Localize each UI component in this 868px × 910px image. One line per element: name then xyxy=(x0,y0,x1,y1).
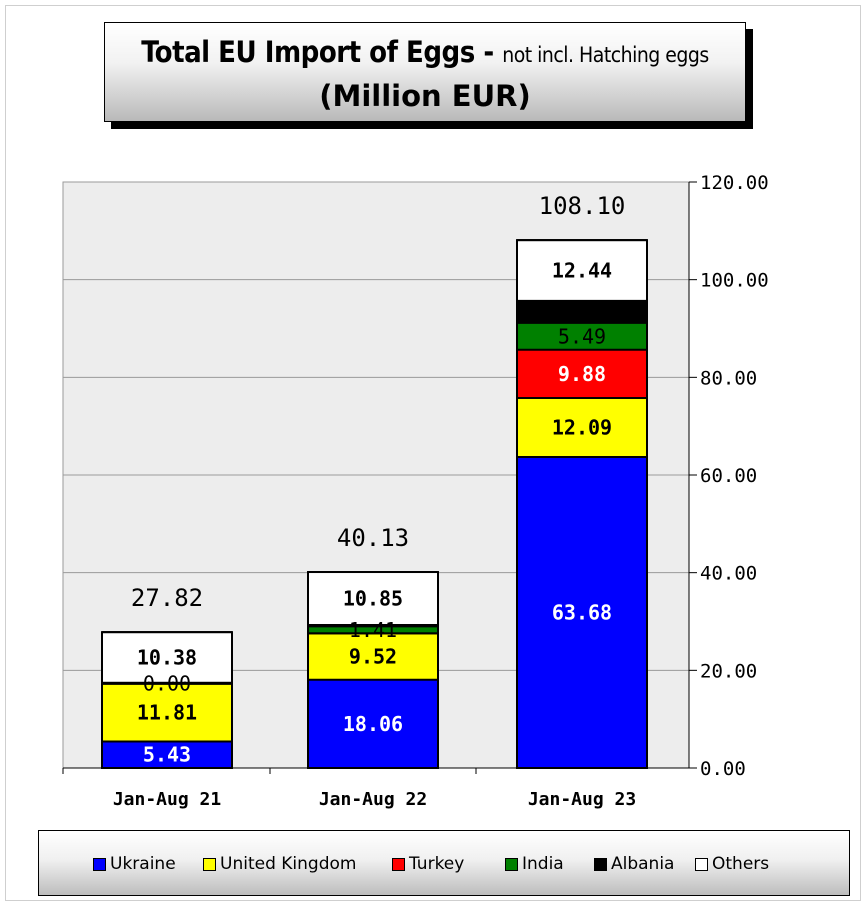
data-label: 9.88 xyxy=(558,362,606,386)
legend-label-turkey: Turkey xyxy=(409,854,465,874)
y-tick-label: 40.00 xyxy=(700,563,757,585)
y-tick-label: 60.00 xyxy=(700,465,757,487)
legend-item-albania: Albania xyxy=(594,831,674,897)
total-label: 108.10 xyxy=(539,192,626,220)
legend-label-india: India xyxy=(522,854,564,874)
legend-item-ukraine: Ukraine xyxy=(93,831,176,897)
legend-swatch-albania xyxy=(594,857,607,871)
bar-segment-india xyxy=(517,322,647,350)
data-label: 12.09 xyxy=(552,416,612,440)
legend-swatch-others xyxy=(695,857,708,871)
y-tick-label: 0.00 xyxy=(700,758,746,780)
y-tick-label: 120.00 xyxy=(700,172,769,194)
legend-item-united-kingdom: United Kingdom xyxy=(203,831,356,897)
data-label: 0.00 xyxy=(143,671,191,695)
bar-segment-ukraine xyxy=(102,741,232,768)
legend: Ukraine United Kingdom Turkey India Alba… xyxy=(38,830,850,896)
chart-frame xyxy=(5,5,861,901)
legend-swatch-india xyxy=(505,857,518,871)
data-label: 18.06 xyxy=(343,712,403,736)
chart-title-box: Total EU Import of Eggs - not incl. Hatc… xyxy=(104,22,746,122)
chart-title-sub: not incl. Hatching eggs xyxy=(502,43,709,67)
legend-item-others: Others xyxy=(695,831,769,897)
data-label: 5.49 xyxy=(558,324,606,348)
legend-item-turkey: Turkey xyxy=(392,831,464,897)
legend-swatch-united-kingdom xyxy=(203,857,216,871)
x-category-label: Jan-Aug 22 xyxy=(319,789,427,810)
legend-label-united-kingdom: United Kingdom xyxy=(220,854,357,874)
data-label: 11.81 xyxy=(137,701,197,725)
legend-label-ukraine: Ukraine xyxy=(110,854,176,874)
data-label: 9.52 xyxy=(349,645,397,669)
bar-segment-others xyxy=(308,572,438,626)
total-label: 27.82 xyxy=(131,584,203,612)
legend-swatch-ukraine xyxy=(93,857,106,871)
axes: 0.00 20.00 40.00 60.00 80.00 100.00 120.00 Jan-… xyxy=(62,172,769,810)
data-label: 10.85 xyxy=(343,587,403,611)
bar-segment-others xyxy=(102,632,232,683)
legend-item-india: India xyxy=(505,831,564,897)
y-tick-label: 100.00 xyxy=(700,270,769,292)
data-label: 1.41 xyxy=(349,618,397,642)
bar-segment-india xyxy=(308,626,438,634)
bar-segment-united-kingdom xyxy=(308,633,438,680)
bar-segment-ukraine xyxy=(517,457,647,768)
bar-segment-united-kingdom xyxy=(102,683,232,742)
total-label: 40.13 xyxy=(337,524,409,552)
legend-swatch-turkey xyxy=(392,857,405,871)
bar-segment-ukraine xyxy=(308,679,438,768)
bar-segment-others xyxy=(517,240,647,301)
bar-segment-albania xyxy=(517,300,647,323)
y-tick-label: 20.00 xyxy=(700,660,757,682)
data-label: 63.68 xyxy=(552,601,612,625)
y-tick-label: 80.00 xyxy=(700,367,757,389)
data-label: 5.43 xyxy=(143,743,191,767)
bar-segment-united-kingdom xyxy=(517,397,647,458)
data-label: 12.44 xyxy=(552,258,612,282)
chart-title-main: Total EU Import of Eggs - xyxy=(141,35,494,69)
legend-label-albania: Albania xyxy=(611,854,675,874)
data-label: 10.38 xyxy=(137,645,197,669)
bar-segment-turkey xyxy=(517,349,647,398)
chart-title-unit: (Million EUR) xyxy=(319,79,531,113)
chart-title: Total EU Import of Eggs - not incl. Hatc… xyxy=(105,35,745,69)
legend-label-others: Others xyxy=(712,854,770,874)
x-category-label: Jan-Aug 21 xyxy=(113,789,221,810)
stacked-bar-chart: 5.4311.810.0010.3827.8218.069.521.4110.8… xyxy=(62,172,769,810)
x-category-label: Jan-Aug 23 xyxy=(528,789,636,810)
